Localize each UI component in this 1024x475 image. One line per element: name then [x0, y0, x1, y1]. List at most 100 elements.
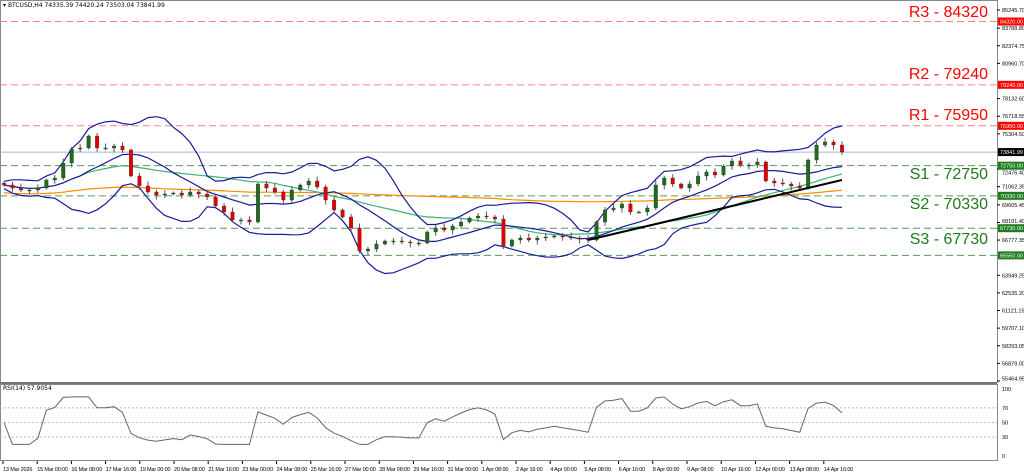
level-label-s1: S1 - 72750 [909, 166, 988, 183]
candle [205, 193, 210, 198]
time-axis-label: 15 Mar 00:00 [37, 467, 68, 473]
candle [797, 185, 802, 189]
candle [772, 180, 777, 184]
collapse-triangle-icon[interactable]: ▾ [3, 2, 7, 9]
price-axis-label: 55464.95 [1002, 377, 1024, 383]
candle [332, 199, 337, 211]
bollinger-middle [3, 153, 843, 242]
candle [840, 144, 844, 153]
candle [509, 239, 514, 247]
candle [653, 184, 658, 209]
candle [569, 236, 574, 239]
price-axis-label: 72476.40 [1002, 171, 1024, 177]
candle [196, 191, 201, 195]
candle [264, 183, 269, 189]
level-price-tag-text: 67730.00 [1000, 226, 1023, 232]
time-axis-label: 14 Apr 16:00 [824, 467, 853, 473]
candle [746, 164, 751, 167]
level-label-r3: R3 - 84320 [908, 4, 988, 21]
candle [129, 149, 133, 177]
candle [442, 227, 447, 231]
candle [814, 144, 819, 161]
time-axis-label: 12 Apr 00:00 [755, 467, 784, 473]
candle [52, 177, 57, 181]
level-price-tag [998, 251, 1024, 260]
candle [476, 215, 480, 219]
candle [306, 180, 311, 186]
candle [687, 183, 692, 189]
candle [662, 177, 667, 186]
candle [730, 160, 734, 167]
level-label-s2: S2 - 70330 [909, 196, 988, 213]
level-price-tag [998, 17, 1024, 26]
price-axis-label: 78132.60 [1002, 97, 1024, 103]
candle [806, 159, 811, 189]
candle [645, 207, 650, 213]
level-price-tag-text: 75950.00 [1000, 124, 1023, 130]
time-axis-label: 16 Mar 08:00 [71, 467, 102, 473]
candle [86, 135, 91, 149]
candle [145, 185, 150, 193]
level-label-s3: S3 - 67730 [909, 231, 988, 248]
candle [213, 196, 218, 207]
bollinger-lower [3, 183, 843, 275]
candle [789, 183, 794, 187]
candle [112, 145, 116, 149]
candle [78, 147, 83, 150]
candle [467, 217, 472, 223]
level-price-tag [998, 191, 1024, 200]
candle [713, 171, 717, 176]
candle [696, 175, 701, 185]
price-axis-label: 71062.35 [1002, 185, 1024, 191]
candle [738, 160, 743, 166]
time-axis-label: 6 Apr 16:00 [619, 467, 646, 473]
candle [103, 147, 108, 150]
candle [323, 186, 328, 201]
bollinger-upper [3, 116, 843, 233]
time-axis-label: 25 Mar 16:00 [311, 467, 342, 473]
rsi-axis-label: 0 [1002, 454, 1005, 460]
level-label-r2: R2 - 79240 [908, 66, 988, 83]
candle [2, 182, 6, 186]
time-axis-label: 24 Mar 08:00 [277, 467, 308, 473]
price-axis-label: 59707.10 [1002, 326, 1024, 332]
level-price-tag [998, 161, 1024, 170]
candle [247, 219, 252, 223]
candle [780, 182, 785, 185]
price-axis-label: 66777.35 [1002, 238, 1024, 244]
candle [340, 209, 345, 218]
time-axis-label: 29 Mar 16:00 [413, 467, 444, 473]
candle [120, 145, 125, 151]
candle [416, 242, 421, 245]
time-axis-label: 13 Apr 08:00 [790, 467, 819, 473]
rsi-line [3, 396, 843, 445]
time-axis-label: 19 Mar 00:00 [140, 467, 171, 473]
price-axis-label: 82374.75 [1002, 44, 1024, 50]
time-axis-label: 13 Mar 2026 [3, 467, 32, 473]
candle [315, 180, 320, 188]
rsi-axis-label: 50 [1002, 421, 1008, 427]
price-axis-label: 69605.45 [1002, 203, 1024, 209]
time-axis-label: 28 Mar 08:00 [379, 467, 410, 473]
candle [433, 227, 438, 233]
time-axis-label: 27 Mar 00:00 [345, 467, 376, 473]
candle [628, 203, 633, 213]
symbol-label: BTCUSD,H4 [7, 2, 43, 9]
candle [44, 179, 49, 189]
candle [577, 237, 582, 240]
candle [179, 192, 184, 196]
time-axis-label: 5 Apr 08:00 [584, 467, 611, 473]
time-axis-label: 2 Apr 16:00 [516, 467, 543, 473]
trendline [587, 179, 843, 241]
level-price-tag [998, 121, 1024, 130]
price-axis-label: 83788.80 [1002, 26, 1024, 32]
candle [543, 236, 548, 239]
candle [611, 207, 616, 211]
rsi-axis-label: 70 [1002, 406, 1008, 412]
candle [69, 148, 74, 164]
candle [459, 221, 464, 227]
candle [255, 183, 260, 223]
candle [289, 189, 294, 201]
candle [526, 237, 531, 241]
